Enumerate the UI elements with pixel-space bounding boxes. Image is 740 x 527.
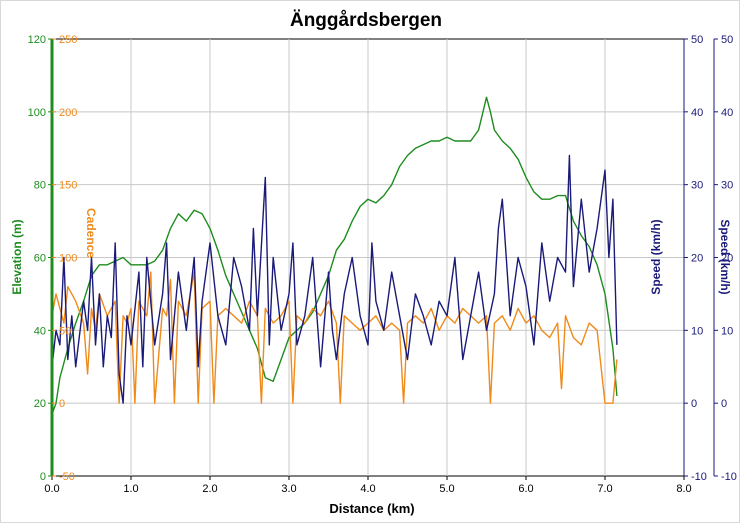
elevation-tick-label: 80 (34, 180, 46, 192)
x-tick-label: 3.0 (281, 483, 296, 495)
x-tick-label: 6.0 (518, 483, 533, 495)
axes-layer: 0.0 1.0 2.0 3.0 4.0 5.0 6.0 7.0 8.00204060801001… (10, 34, 737, 495)
x-axis-label: Distance (km) (329, 501, 414, 516)
speed-axis-title: Speed (km/h) (649, 219, 663, 294)
elevation-tick-label: 100 (28, 107, 46, 119)
speed-tick-label: 0 (721, 398, 727, 410)
elevation-axis-title: Elevation (m) (10, 219, 24, 294)
speed-axis-title: Speed (km/h) (718, 219, 732, 294)
cadence-tick-label: 250 (59, 34, 77, 46)
x-tick-label: 7.0 (597, 483, 612, 495)
speed-tick-label: -10 (721, 471, 737, 483)
speed-tick-label: 50 (691, 34, 703, 46)
speed-tick-label: 30 (721, 180, 733, 192)
cadence-tick-label: 0 (59, 398, 65, 410)
x-tick-label: 8.0 (676, 483, 691, 495)
speed-tick-label: -10 (691, 471, 707, 483)
cadence-axis-title: Cadence (84, 208, 98, 258)
chart-title: Änggårdsbergen (290, 10, 442, 31)
cadence-tick-label: 100 (59, 253, 77, 265)
series-line-elevation (51, 96, 618, 415)
speed-tick-label: 40 (691, 107, 703, 119)
cadence-tick-label: 200 (59, 107, 77, 119)
series-layer (51, 96, 618, 415)
speed-tick-label: 40 (721, 107, 733, 119)
x-tick-label: 0.0 (44, 483, 59, 495)
elevation-tick-label: 20 (34, 398, 46, 410)
x-tick-label: 5.0 (439, 483, 454, 495)
speed-tick-label: 10 (721, 325, 733, 337)
speed-tick-label: 30 (691, 180, 703, 192)
cadence-tick-label: 150 (59, 180, 77, 192)
elevation-tick-label: 0 (40, 471, 46, 483)
speed-tick-label: 0 (691, 398, 697, 410)
series-line-speed (51, 154, 618, 404)
elevation-tick-label: 60 (34, 253, 46, 265)
speed-tick-label: 10 (691, 325, 703, 337)
x-tick-label: 2.0 (202, 483, 217, 495)
x-tick-label: 4.0 (360, 483, 375, 495)
speed-tick-label: 20 (691, 253, 703, 265)
elevation-tick-label: 40 (34, 325, 46, 337)
speed-tick-label: 20 (721, 253, 733, 265)
x-tick-label: 1.0 (123, 483, 138, 495)
cadence-tick-label: -50 (59, 471, 75, 483)
elevation-tick-label: 120 (28, 34, 46, 46)
cadence-tick-label: 50 (59, 325, 71, 337)
speed-tick-label: 50 (721, 34, 733, 46)
